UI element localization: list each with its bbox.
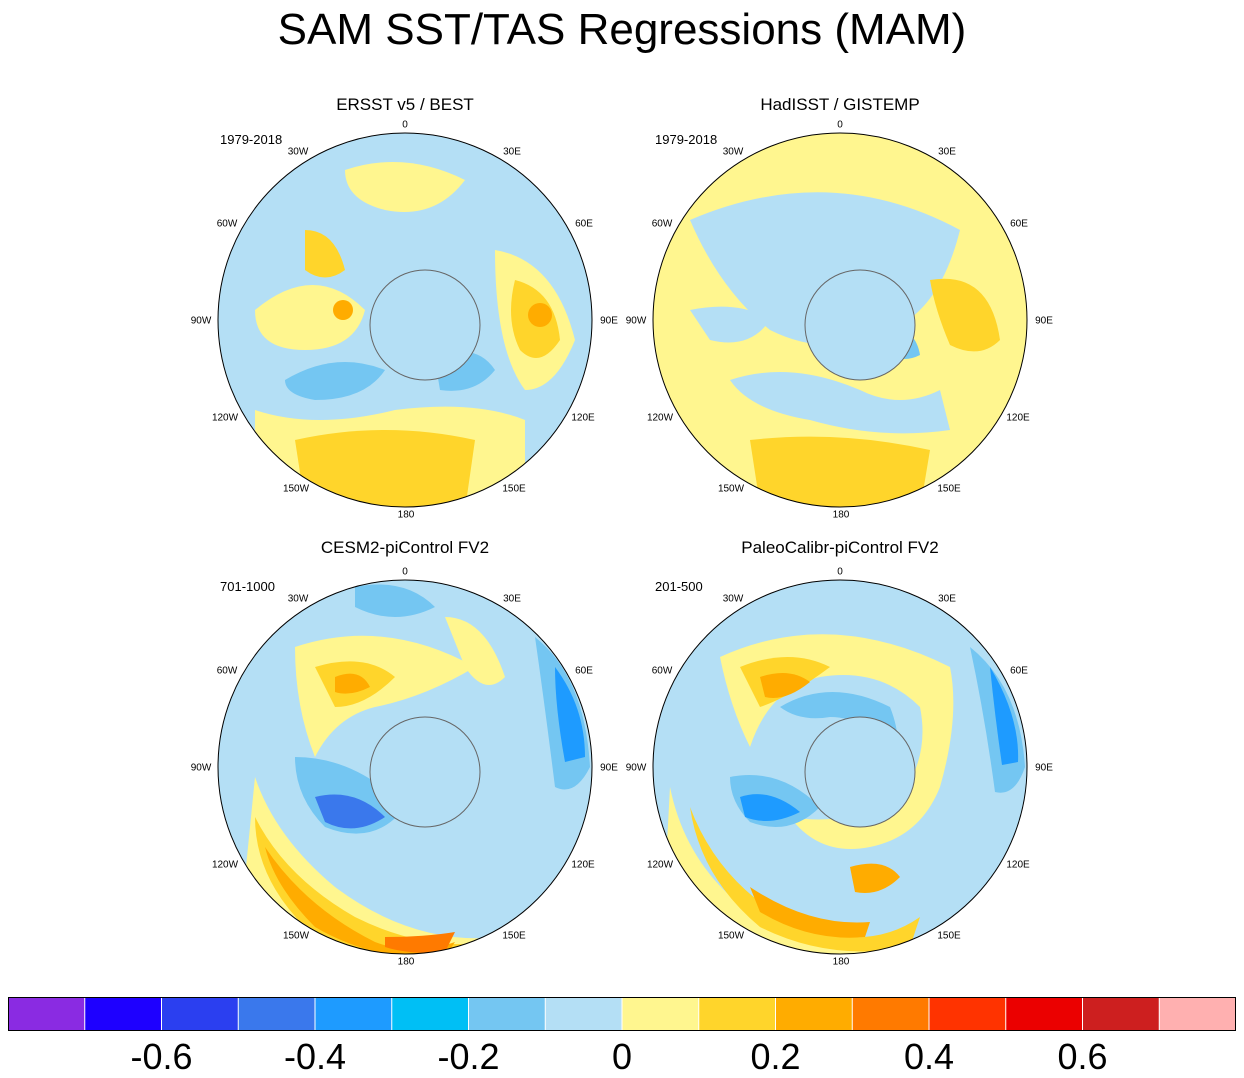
map-panel-2 [652,132,1028,508]
colorbar-swatch [622,997,700,1031]
colorbar-swatch [8,997,86,1031]
colorbar-tick-label: 0.4 [903,1036,955,1077]
colorbar-swatch [315,997,393,1031]
lon-label: 90W [190,762,212,774]
main-title: SAM SST/TAS Regressions (MAM) [277,5,967,54]
panel-title-4: PaleoCalibr-piControl FV2 [741,538,939,557]
lon-label: 30E [938,146,956,158]
lon-label: 60E [575,665,593,677]
colorbar-swatch [698,997,776,1031]
lon-label: 30W [287,146,309,158]
lon-label: 150E [502,930,526,942]
lon-label: 120E [571,859,595,871]
lon-label: 60W [216,218,238,230]
lon-label: 90W [625,762,647,774]
colorbar-swatch [161,997,239,1031]
colorbar-swatch [84,997,162,1031]
colorbar-swatch [468,997,546,1031]
lon-label: 0 [837,119,843,131]
lon-label: 120W [211,412,239,424]
panel-title-3: CESM2-piControl FV2 [320,538,490,557]
lon-label: 150W [717,930,745,942]
lon-label: 90E [1035,315,1053,327]
colorbar-swatch [1082,997,1160,1031]
lon-label: 150E [937,930,961,942]
lon-label: 60W [651,665,673,677]
lon-label: 60E [1010,665,1028,677]
map-panel-3 [217,579,593,955]
lon-label: 30W [287,593,309,605]
lon-label: 30W [722,146,744,158]
lon-label: 150W [282,483,310,495]
colorbar [8,997,1236,1031]
colorbar-swatch [545,997,623,1031]
panel-period-4: 201-500 [655,579,703,594]
lon-label: 60W [651,218,673,230]
lon-label: 0 [837,566,843,578]
lon-label: 0 [402,119,408,131]
colorbar-tick-label: -0.2 [437,1036,500,1077]
lon-label: 90W [190,315,212,327]
lon-label: 150W [282,930,310,942]
panel-period-3: 701-1000 [220,579,275,594]
lon-label: 60W [216,665,238,677]
lon-label: 60E [1010,218,1028,230]
map-panel-1 [217,132,593,508]
lon-label: 150E [937,483,961,495]
lon-label: 120W [646,412,674,424]
colorbar-tick-label: -0.4 [283,1036,347,1077]
panel-period-1: 1979-2018 [220,132,283,147]
panel-period-2: 1979-2018 [655,132,718,147]
lon-label: 60E [575,218,593,230]
lon-label: 150E [502,483,526,495]
colorbar-swatch [1159,997,1236,1031]
lon-label: 120W [646,859,674,871]
lon-label: 180 [397,956,415,968]
colorbar-swatch [1005,997,1083,1031]
colorbar-tick-label: 0.6 [1057,1036,1108,1077]
lon-label: 180 [397,509,415,521]
colorbar-swatch [852,997,930,1031]
lon-label: 30W [722,593,744,605]
colorbar-swatch [775,997,853,1031]
lon-label: 30E [503,593,521,605]
lon-label: 150W [717,483,745,495]
lon-label: 120E [1006,859,1030,871]
colorbar-tick-label: 0.2 [750,1036,801,1077]
map-panel-4 [652,579,1028,955]
panel-title-1: ERSST v5 / BEST [336,95,474,114]
lon-label: 30E [938,593,956,605]
lon-label: 90E [1035,762,1053,774]
colorbar-border [8,997,1236,1031]
lon-label: 90E [600,762,618,774]
colorbar-swatch [929,997,1007,1031]
lon-label: 180 [832,509,850,521]
colorbar-swatch [238,997,316,1031]
lon-label: 30E [503,146,521,158]
colorbar-swatch [391,997,469,1031]
panel-title-2: HadISST / GISTEMP [760,95,920,114]
lon-label: 120E [571,412,595,424]
lon-label: 180 [832,956,850,968]
lon-label: 90E [600,315,618,327]
lon-label: 120W [211,859,239,871]
lon-label: 90W [625,315,647,327]
lon-label: 120E [1006,412,1030,424]
lon-label: 0 [402,566,408,578]
colorbar-tick-label: -0.6 [130,1036,193,1077]
colorbar-tick-label: 0 [611,1036,633,1077]
